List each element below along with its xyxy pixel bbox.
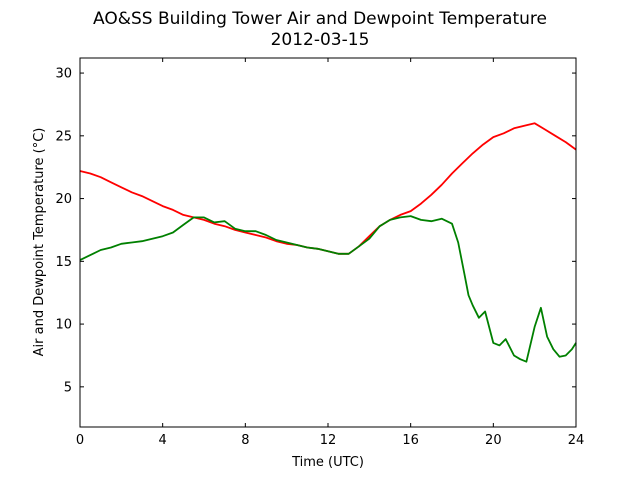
- y-tick-label: 10: [55, 318, 72, 333]
- x-tick-label: 12: [320, 433, 337, 448]
- chart-subtitle: 2012-03-15: [271, 30, 370, 50]
- series-layer: [79, 122, 577, 363]
- y-tick-label: 30: [55, 67, 72, 82]
- y-axis-label: Air and Dewpoint Temperature (°C): [32, 128, 47, 357]
- chart-title: AO&SS Building Tower Air and Dewpoint Te…: [93, 9, 547, 29]
- series-line-1: [79, 122, 577, 255]
- plot-area-frame: [79, 57, 577, 428]
- x-tick-label: 16: [402, 433, 419, 448]
- x-tick-label: 4: [159, 433, 167, 448]
- x-tick-label: 24: [568, 433, 585, 448]
- x-tick-label: 8: [241, 433, 249, 448]
- y-tick-label: 5: [64, 380, 72, 395]
- y-tick-label: 15: [55, 255, 72, 270]
- y-tick-label: 20: [55, 192, 72, 207]
- x-tick-label: 0: [76, 433, 84, 448]
- y-tick-label: 25: [55, 129, 72, 144]
- x-tick-label: 20: [485, 433, 502, 448]
- x-axis-label: Time (UTC): [291, 455, 364, 470]
- tick-layer: 0 4 8 12 16 20 24 5 10 15 20 25 30: [55, 58, 584, 448]
- series-line-2: [79, 215, 577, 363]
